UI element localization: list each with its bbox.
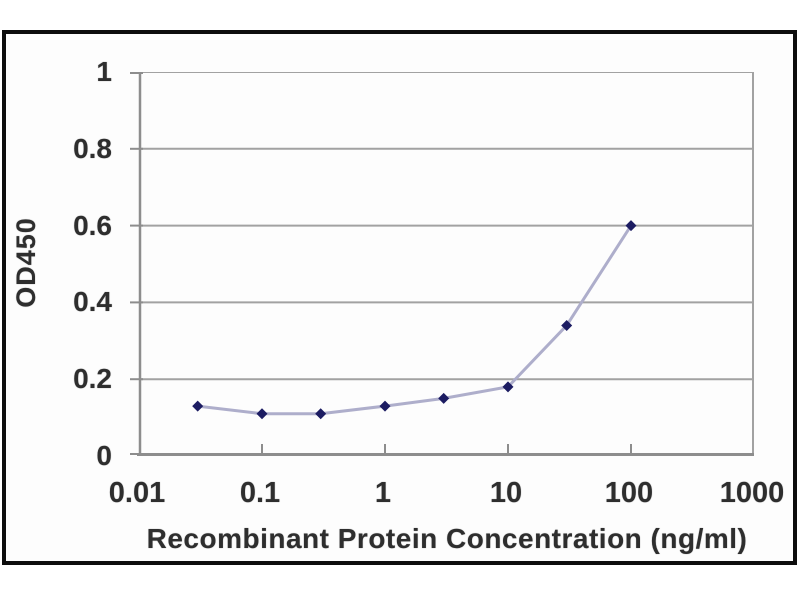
data-point-marker — [438, 392, 450, 404]
x-axis-title: Recombinant Protein Concentration (ng/ml… — [146, 523, 748, 554]
data-point-marker — [192, 400, 204, 412]
y-tick-label-0.2: 0.2 — [73, 363, 112, 395]
plot-area — [130, 72, 754, 456]
series-line — [197, 224, 633, 416]
y-tick-label-0.4: 0.4 — [73, 286, 112, 318]
data-point-marker — [502, 381, 514, 393]
data-point-marker — [315, 408, 327, 420]
y-axis-title: OD450 — [11, 217, 41, 308]
y-tick-label-0.6: 0.6 — [73, 209, 112, 241]
x-tick-label-0.1: 0.1 — [239, 477, 281, 509]
x-tick-label-1000: 1000 — [719, 477, 785, 509]
data-point-marker — [561, 319, 573, 331]
y-tick-label-0: 0 — [96, 440, 112, 471]
data-point-marker — [625, 220, 637, 232]
x-tick-label-10: 10 — [489, 477, 523, 509]
data-point-marker — [379, 400, 391, 412]
x-tick-label-1: 1 — [374, 477, 392, 509]
x-tick-label-0.01: 0.01 — [108, 477, 166, 509]
y-tick-label-0.8: 0.8 — [73, 132, 112, 164]
data-point-marker — [256, 408, 268, 420]
x-tick-label-100: 100 — [604, 477, 654, 509]
chart-frame — [2, 30, 797, 565]
y-tick-label-1: 1 — [96, 56, 112, 87]
